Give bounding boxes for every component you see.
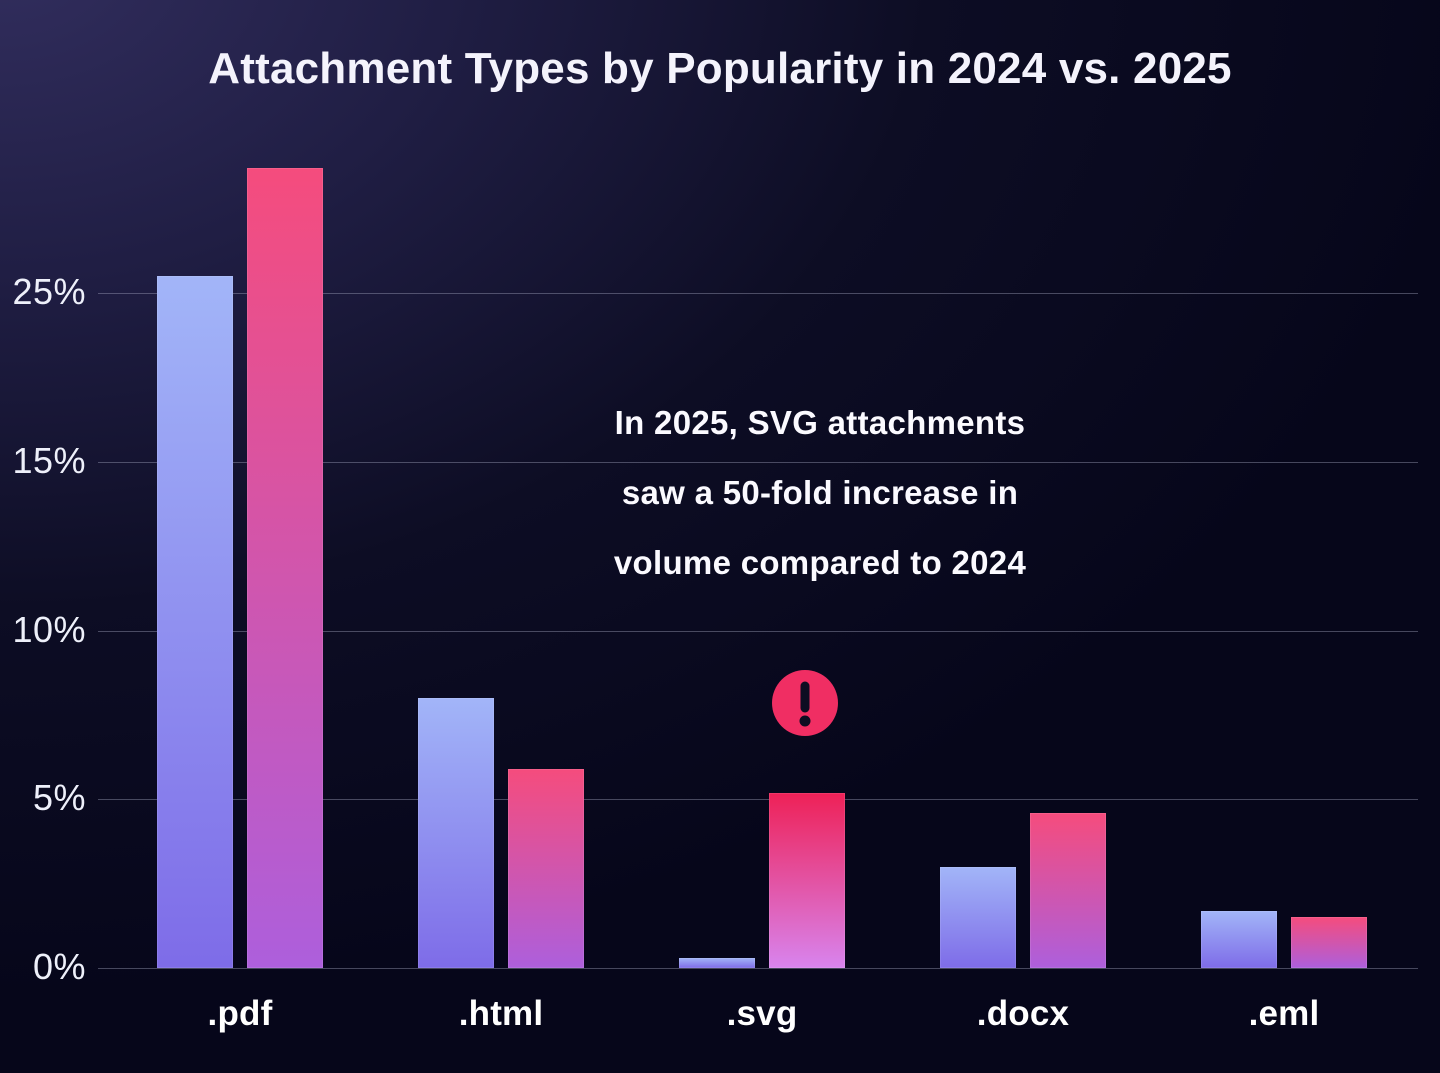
gridline [98, 799, 1418, 801]
bar-html-2024 [418, 698, 494, 968]
x-axis-label-docx: .docx [976, 994, 1070, 1033]
x-axis-label-html: .html [458, 994, 544, 1033]
annotation-line: saw a 50-fold increase in [621, 474, 1019, 511]
bar-html-2025 [508, 768, 584, 968]
bar-svg-2024 [679, 957, 755, 968]
chart-title: Attachment Types by Popularity in 2024 v… [208, 44, 1232, 93]
gridline [98, 630, 1418, 632]
annotation-text: In 2025, SVG attachments saw a 50-fold i… [540, 388, 1100, 598]
annotation-line: In 2025, SVG attachments [614, 404, 1026, 441]
y-tick-label: 0% [32, 946, 86, 988]
bar-pdf-2024 [157, 276, 233, 968]
gridline [98, 968, 1418, 969]
bar-pdf-2025 [247, 168, 323, 968]
bar-svg-2025 [769, 792, 845, 968]
y-tick-label: 15% [12, 439, 86, 481]
bar-eml-2024 [1201, 910, 1277, 968]
y-tick-label: 10% [12, 608, 86, 650]
y-tick-label: 5% [32, 777, 86, 819]
gridline [98, 461, 1418, 463]
y-tick-label: 25% [12, 271, 86, 313]
x-axis-label-svg: .svg [726, 994, 798, 1033]
gridline [98, 293, 1418, 294]
exclamation-icon [772, 670, 838, 736]
x-axis-label-pdf: .pdf [207, 994, 273, 1033]
bar-docx-2025 [1030, 812, 1106, 968]
bar-eml-2025 [1291, 917, 1367, 968]
bar-docx-2024 [940, 866, 1016, 968]
x-axis-label-eml: .eml [1248, 994, 1320, 1033]
annotation-line: volume compared to 2024 [613, 544, 1027, 581]
